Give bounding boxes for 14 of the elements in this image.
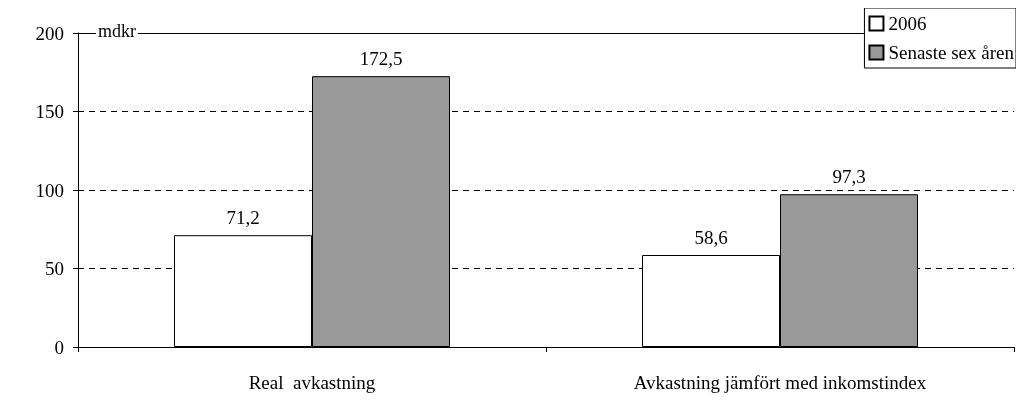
data-label: 58,6 — [694, 227, 728, 248]
y-axis-title: mdkr — [98, 21, 136, 41]
data-label: 71,2 — [226, 207, 260, 229]
y-tick-label: 200 — [35, 22, 64, 44]
legend-label: Senaste sex åren — [888, 42, 1015, 63]
x-tick-label: Avkastning jämfört med inkomstindex — [633, 372, 927, 393]
y-tick-label: 100 — [35, 179, 64, 201]
legend-label: 2006 — [888, 13, 927, 34]
data-label: 172,5 — [359, 48, 403, 70]
y-tick-label: 0 — [54, 336, 64, 358]
x-tick-label: Real avkastning — [248, 372, 376, 393]
y-tick-label: 150 — [35, 101, 64, 122]
data-label: 97,3 — [832, 166, 866, 188]
y-tick-label: 50 — [45, 258, 64, 279]
